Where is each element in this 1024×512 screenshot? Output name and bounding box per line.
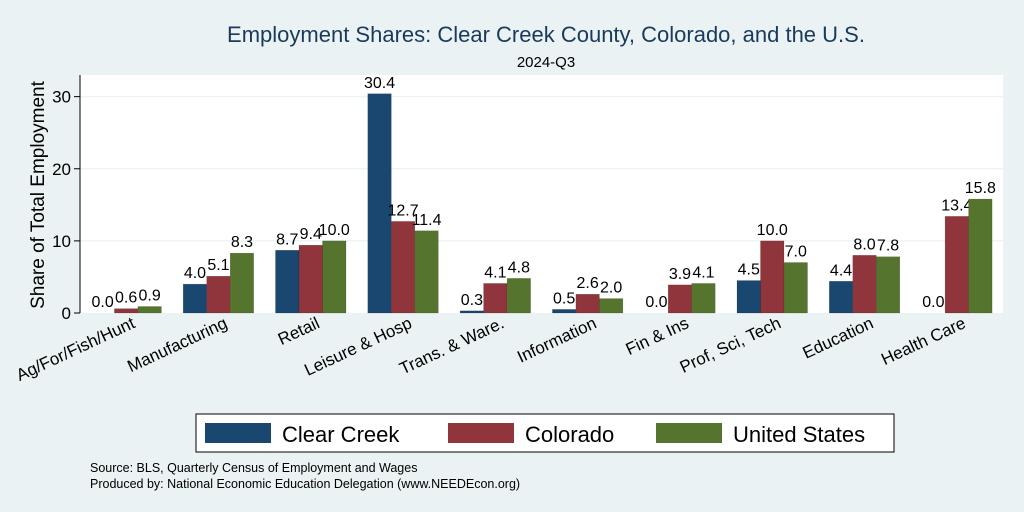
bar [944,216,969,314]
y-axis-title: Share of Total Employment [28,80,49,308]
data-label: 5.1 [207,257,229,274]
data-label: 7.8 [877,238,899,255]
data-label: 0.5 [553,290,575,307]
data-label: 3.9 [669,266,691,283]
data-label: 0.0 [92,294,114,311]
data-label: 0.0 [922,294,944,311]
category-label: Fin & Ins [623,313,692,359]
category-label: Retail [275,313,322,349]
source-note: Source: BLS, Quarterly Census of Employm… [90,461,417,475]
data-label: 9.4 [300,226,322,243]
category-label: Ag/For/Fish/Hunt [13,313,138,385]
y-tick-label: 30 [52,88,71,107]
bar [760,240,785,314]
bar [459,310,484,314]
category-label: Information [514,313,599,366]
bar [391,221,416,314]
chart-title: Employment Shares: Clear Creek County, C… [227,22,865,47]
category-label: Education [800,313,877,362]
bar [483,283,508,314]
data-label: 11.4 [412,212,442,229]
data-label: 4.1 [484,264,506,281]
data-label: 4.5 [738,262,760,279]
data-label: 8.3 [231,234,253,251]
bar [783,262,808,314]
data-label: 4.8 [508,259,530,276]
data-label: 8.0 [853,236,875,253]
bar [552,309,577,314]
y-tick-label: 0 [62,304,71,323]
legend: Clear Creek Colorado United States [195,413,895,453]
bar [114,308,139,314]
bar [876,256,901,314]
bar [968,198,993,314]
bar [137,306,162,314]
data-label: 12.7 [387,202,418,219]
bar [506,278,531,314]
bar [322,240,347,314]
data-label: 13.4 [941,197,972,214]
data-label: 10.0 [757,222,788,239]
chart-subtitle: 2024-Q3 [517,54,575,71]
legend-label: Clear Creek [282,422,400,447]
bar [575,293,600,314]
bar [852,255,877,314]
legend-swatch [448,423,514,443]
data-label: 15.8 [965,180,996,197]
bar [275,250,300,314]
bar [367,93,392,314]
category-label: Prof, Sci, Tech [677,313,784,376]
bar [206,275,231,314]
data-label: 8.7 [276,231,298,248]
data-label: 4.4 [830,262,852,279]
source-note: Produced by: National Economic Education… [90,477,520,491]
data-label: 2.6 [577,275,599,292]
data-label: 0.9 [139,288,161,305]
bar [298,244,323,314]
legend-label: United States [733,422,865,447]
data-label: 0.6 [115,290,137,307]
bar [414,230,439,314]
data-label: 2.0 [600,280,622,297]
data-label: 4.1 [692,264,714,281]
bar [691,283,716,314]
y-tick-label: 20 [52,160,71,179]
legend-label: Colorado [525,422,614,447]
legend-swatch [656,423,722,443]
notes: Source: BLS, Quarterly Census of Employm… [90,461,520,491]
category-label: Health Care [878,313,968,369]
bar [667,284,692,314]
bar [599,298,624,314]
bar [182,283,207,314]
bar [736,280,761,314]
category-label: Manufacturing [124,313,230,376]
data-label: 4.0 [184,265,206,282]
legend-swatch [205,423,271,443]
data-label: 7.0 [785,244,807,261]
category-label: Trans. & Ware. [397,313,507,378]
data-label: 0.0 [645,294,667,311]
bar [229,252,254,314]
y-tick-label: 10 [52,232,71,251]
data-label: 30.4 [364,75,395,92]
data-label: 10.0 [319,222,350,239]
data-label: 0.3 [461,292,483,309]
bar [829,281,854,314]
legend-box [195,413,895,453]
